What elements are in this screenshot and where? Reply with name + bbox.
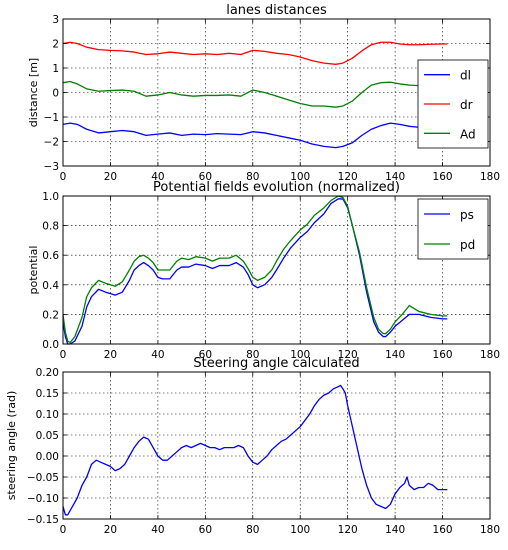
x-tick-label: 60: [199, 171, 212, 183]
x-tick-label: 100: [290, 349, 310, 361]
x-tick-label: 160: [433, 349, 453, 361]
y-tick-label: −0.05: [27, 472, 59, 484]
series-line-ps: [62, 198, 448, 345]
x-tick-label: 180: [480, 524, 500, 536]
legend: ps pd: [417, 198, 489, 260]
y-tick-label: 0.2: [42, 309, 59, 321]
x-tick-label: 160: [433, 171, 453, 183]
chart-panel-3: 0 20 40 60 80 100 120 140 160 180 −0.15 −0.10 −0.05 0…: [5, 356, 500, 536]
legend-box: [417, 198, 489, 260]
x-tick-label: 140: [385, 524, 405, 536]
plot-frame: [62, 195, 491, 345]
y-tick-label: 1: [52, 63, 59, 75]
series-line-pd: [62, 195, 448, 344]
chart-panel-1: 0 20 40 60 80 100 120 140 160 180 −3 −2 −1 0 1 2 3 lanes …: [27, 3, 500, 183]
y-tick-label: 0.15: [36, 388, 59, 400]
x-tick-label: 40: [151, 349, 164, 361]
x-tick-label: 60: [199, 524, 212, 536]
plot-frame: [62, 371, 491, 520]
x-tick-label: 40: [151, 524, 164, 536]
y-tick-label: 0.8: [42, 221, 59, 233]
x-tick-label: 100: [290, 171, 310, 183]
y-axis-label: distance [m]: [27, 58, 40, 127]
y-tick-label: 0.20: [36, 367, 59, 379]
y-axis-label: steering angle (rad): [5, 391, 18, 500]
legend: dl dr Ad: [417, 59, 489, 149]
x-tick-label: 80: [246, 349, 259, 361]
y-tick-label: 0.05: [36, 430, 59, 442]
y-axis-label: potential: [27, 246, 40, 295]
y-tick-label: 0.4: [42, 280, 59, 292]
x-tick-label: 0: [60, 349, 67, 361]
x-tick-label: 180: [480, 171, 500, 183]
series-line-Ad: [62, 80, 448, 108]
y-tick-label: 0: [52, 88, 59, 100]
x-tick-label: 40: [151, 171, 164, 183]
x-tick-label: 20: [104, 171, 117, 183]
x-tick-label: 120: [338, 171, 358, 183]
y-tick-label: 0.6: [42, 250, 59, 262]
x-tick-label: 20: [104, 349, 117, 361]
legend-label-dl: dl: [460, 69, 471, 83]
x-tick-label: 120: [338, 524, 358, 536]
legend-label-ps: ps: [460, 208, 474, 222]
x-tick-label: 140: [385, 349, 405, 361]
series-line-series-1: [62, 384, 448, 516]
y-tick-label: −2: [44, 137, 59, 149]
chart-panel-2: 0 20 40 60 80 100 120 140 160 180 0.0 0.2 0.4 0.6 0.8 1…: [27, 180, 500, 361]
series-line-dr: [62, 41, 448, 65]
y-tick-label: 3: [52, 14, 59, 26]
y-tick-label: −1: [44, 112, 59, 124]
chart-title: Potential fields evolution (normalized): [153, 180, 400, 195]
legend-label-dr: dr: [460, 98, 473, 112]
y-tick-label: 1.0: [42, 191, 59, 203]
series-line-dl: [62, 122, 448, 149]
x-tick-label: 180: [480, 349, 500, 361]
x-tick-label: 0: [60, 524, 67, 536]
y-tick-label: −0.10: [27, 493, 59, 505]
y-tick-label: 0.10: [36, 409, 59, 421]
x-tick-label: 80: [246, 171, 259, 183]
y-tick-label: −0.15: [27, 514, 59, 526]
x-tick-label: 120: [338, 349, 358, 361]
x-tick-label: 80: [246, 524, 259, 536]
y-tick-label: −3: [44, 161, 59, 173]
legend-label-pd: pd: [460, 238, 475, 252]
y-tick-label: 2: [52, 39, 59, 51]
y-tick-label: 0.00: [36, 451, 59, 463]
x-tick-label: 160: [433, 524, 453, 536]
x-tick-label: 60: [199, 349, 212, 361]
x-tick-label: 140: [385, 171, 405, 183]
x-tick-label: 0: [60, 171, 67, 183]
x-tick-label: 20: [104, 524, 117, 536]
chart-title: lanes distances: [226, 3, 327, 18]
legend-label-Ad: Ad: [460, 127, 476, 141]
y-tick-label: 0.0: [42, 339, 59, 351]
x-tick-label: 100: [290, 524, 310, 536]
chart-title: Steering angle calculated: [193, 356, 359, 371]
